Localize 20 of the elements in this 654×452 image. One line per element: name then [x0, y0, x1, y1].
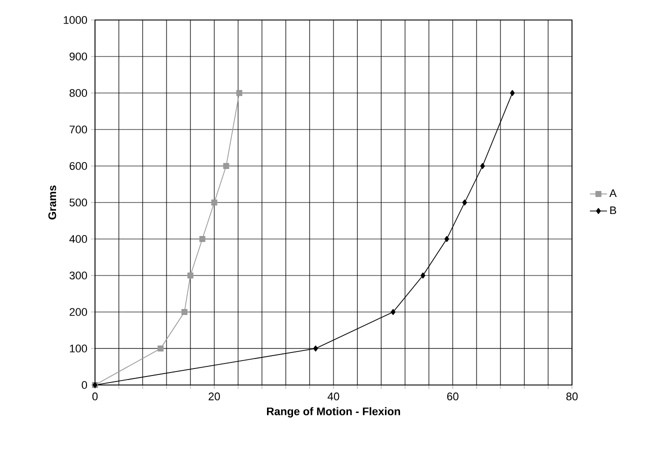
x-tick-label: 20 [208, 392, 220, 400]
legend-label: A [609, 189, 617, 197]
y-tick-label: 900 [70, 52, 88, 60]
legend-label: B [610, 206, 616, 214]
y-tick-label: 600 [70, 162, 88, 170]
y-tick-label: 400 [69, 235, 88, 243]
y-tick-label: 500 [70, 198, 88, 206]
y-tick-label: 0 [82, 381, 88, 389]
x-tick-label: 0 [92, 392, 98, 400]
x-tick-label: 80 [566, 392, 578, 400]
y-tick-label: 700 [70, 126, 88, 134]
y-tick-label: 1000 [64, 16, 88, 24]
x-tick-label: 40 [328, 392, 340, 400]
x-axis-title: Range of Motion - Flexion [267, 407, 400, 418]
y-tick-label: 100 [70, 344, 88, 352]
y-tick-label: 200 [70, 308, 88, 316]
x-tick-label: 60 [447, 392, 458, 400]
y-axis-title: Grams [48, 186, 56, 220]
y-tick-label: 800 [70, 89, 88, 97]
y-tick-label: 300 [70, 272, 88, 280]
